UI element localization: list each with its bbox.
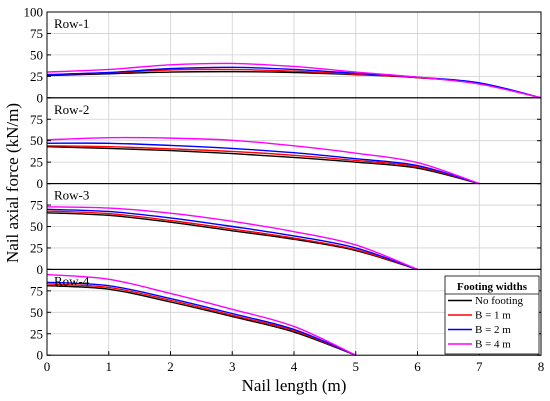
series-line <box>46 210 418 271</box>
legend-entry-label: No footing <box>475 295 523 307</box>
y-tick-label: 50 <box>30 133 43 148</box>
legend-title: Footing widths <box>457 281 528 293</box>
curves <box>46 62 542 356</box>
series-line <box>46 273 357 356</box>
legend: Footing widths No footing B = 1 m B = 2 m B… <box>444 275 540 355</box>
series-line <box>46 142 480 185</box>
panel-label: Row-2 <box>54 102 89 117</box>
y-tick-label: 50 <box>30 47 43 62</box>
y-tick-label: 100 <box>24 5 44 20</box>
series-line <box>46 212 418 271</box>
panel-label: Row-3 <box>54 188 89 203</box>
panel-label: Row-4 <box>54 273 90 288</box>
x-tick-label: 1 <box>106 359 113 374</box>
series-line <box>46 146 480 185</box>
x-tick-label: 5 <box>353 359 360 374</box>
x-tick-label: 6 <box>414 359 421 374</box>
y-tick-label: 25 <box>30 240 43 255</box>
y-tick-label: 0 <box>37 262 44 277</box>
series-line <box>46 62 542 99</box>
y-tick-label: 75 <box>30 283 43 298</box>
series-line <box>46 145 480 185</box>
panel-labels: Row-1 Row-2 Row-3 Row-4 <box>54 16 90 288</box>
series-line <box>46 206 418 271</box>
legend-entry-label: B = 2 m <box>475 324 511 336</box>
y-tick-label: 25 <box>30 326 43 341</box>
x-tick-label: 4 <box>291 359 298 374</box>
y-tick-label: 50 <box>30 219 43 234</box>
y-tick-label: 25 <box>30 69 43 84</box>
x-tick-label: 0 <box>44 359 51 374</box>
series-line <box>46 283 357 356</box>
series-line <box>46 136 480 185</box>
x-axis-label: Nail length (m) <box>242 376 347 395</box>
panel-frames <box>46 11 542 356</box>
series-line <box>46 66 542 99</box>
y-tick-label: 25 <box>30 155 43 170</box>
y-axis-label: Nail axial force (kN/m) <box>3 103 22 263</box>
x-tick-label: 8 <box>538 359 545 374</box>
x-tick-label: 2 <box>167 359 174 374</box>
y-tick-label: 0 <box>37 90 44 105</box>
x-tick-label: 7 <box>476 359 483 374</box>
legend-entry-label: B = 4 m <box>475 339 511 351</box>
series-line <box>46 208 418 271</box>
legend-entries: No footing B = 1 m B = 2 m B = 4 m <box>448 295 523 351</box>
y-tick-label: 0 <box>37 348 44 363</box>
y-tick-label: 75 <box>30 112 43 127</box>
tick-labels: 0 25 50 75 100 0 25 50 75 0 25 50 75 0 25 50 75 0 1 2 3 4 5 6 7 8 <box>24 5 545 375</box>
y-tick-label: 75 <box>30 198 43 213</box>
series-line <box>46 285 356 356</box>
y-tick-label: 75 <box>30 26 43 41</box>
y-tick-label: 0 <box>37 176 44 191</box>
y-tick-label: 50 <box>30 305 43 320</box>
x-tick-label: 3 <box>229 359 236 374</box>
legend-entry-label: B = 1 m <box>475 310 511 322</box>
panel-label: Row-1 <box>54 16 89 31</box>
series-line <box>46 281 357 356</box>
